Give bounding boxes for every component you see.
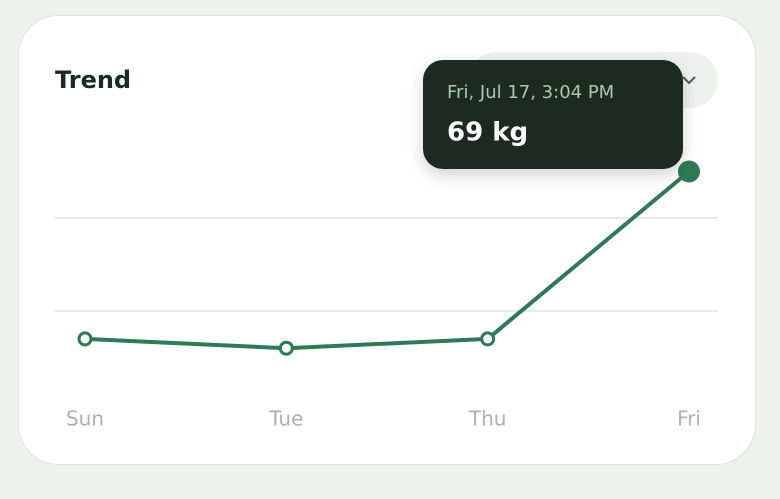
card-title: Trend bbox=[55, 66, 131, 94]
data-point bbox=[480, 331, 496, 347]
tooltip-date: Fri, Jul 17, 3:04 PM bbox=[447, 82, 614, 103]
data-point bbox=[77, 331, 93, 347]
x-tick-label: Thu bbox=[468, 407, 507, 431]
tooltip-value: 69 kg bbox=[447, 118, 528, 148]
x-tick-label: Tue bbox=[268, 407, 303, 431]
data-point bbox=[278, 340, 294, 356]
dropdown-chevron[interactable] bbox=[682, 76, 696, 85]
plot: Sun Tue Thu Fri bbox=[55, 160, 718, 431]
data-point bbox=[678, 160, 700, 183]
trend-line bbox=[84, 169, 691, 351]
x-tick-label: Sun bbox=[66, 407, 104, 431]
tooltip bbox=[423, 60, 683, 169]
x-tick-label: Fri bbox=[677, 407, 701, 431]
tooltip-box bbox=[423, 60, 683, 169]
